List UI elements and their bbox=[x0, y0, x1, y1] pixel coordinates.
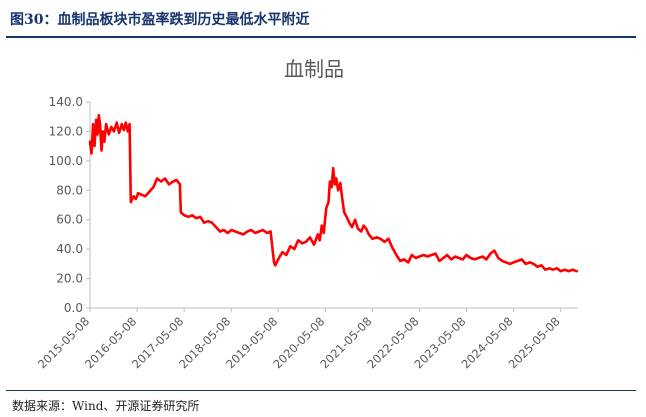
y-tick-label: 60.0 bbox=[56, 213, 83, 227]
y-tick-label: 40.0 bbox=[56, 242, 83, 256]
x-axis: 2015-05-082016-05-082017-05-082018-05-08… bbox=[35, 307, 578, 371]
title-underline bbox=[6, 36, 636, 38]
figure-title: 图30：血制品板块市盈率跌到历史最低水平附近 bbox=[10, 12, 310, 28]
chart-title: 血制品 bbox=[284, 57, 344, 81]
y-tick-label: 140.0 bbox=[49, 95, 83, 109]
y-tick-label: 0.0 bbox=[64, 301, 83, 315]
source-note: 数据来源：Wind、开源证券研究所 bbox=[12, 399, 200, 413]
source-rule bbox=[6, 390, 636, 391]
plot-area bbox=[88, 113, 579, 273]
y-tick-label: 80.0 bbox=[56, 183, 83, 197]
y-axis: 0.0 20.0 40.0 60.0 80.0 100.0 120.0 140.0 bbox=[49, 95, 91, 315]
series-line-0 bbox=[88, 113, 579, 273]
y-tick-label: 120.0 bbox=[49, 124, 83, 138]
y-tick-label: 100.0 bbox=[49, 154, 83, 168]
line-chart: 血制品 0.0 20.0 40.0 60.0 80.0 100.0 120.0 140.0 2… bbox=[35, 57, 579, 371]
y-tick-label: 20.0 bbox=[56, 272, 83, 286]
